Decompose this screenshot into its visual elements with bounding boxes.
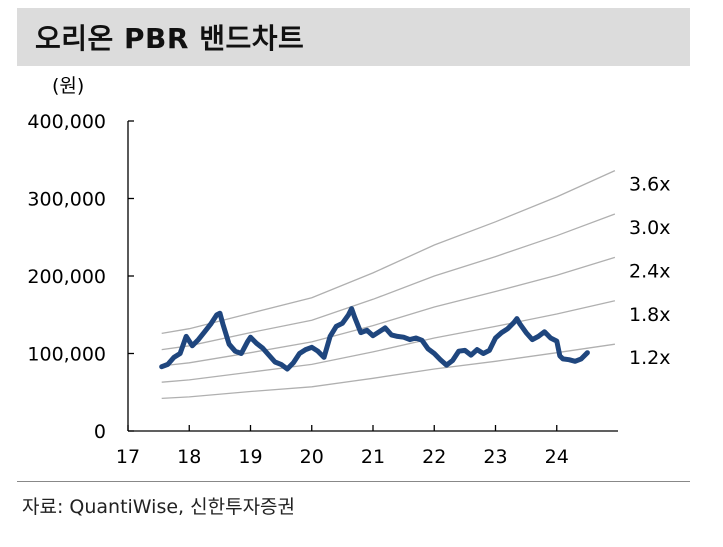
band-line-1.8x [161,300,616,383]
band-label-3.0x: 3.0x [629,217,670,239]
unit-label: (원) [52,75,84,97]
x-tick-label: 20 [300,446,324,468]
x-tick-label: 21 [361,446,385,468]
band-label-2.4x: 2.4x [629,260,670,282]
band-label-3.6x: 3.6x [629,174,670,196]
band-labels: 1.2x 1.8x 2.4x 3.0x 3.6x [629,174,670,370]
axes: 0 100,000 200,000 300,000 400,000 17 18 19 20 21 2… [27,111,618,468]
source-note: 자료: QuantiWise, 신한투자증권 [22,496,296,518]
band-label-1.8x: 1.8x [629,304,670,326]
y-tick-label: 200,000 [27,266,106,288]
x-tick-label: 19 [238,446,262,468]
band-lines [161,170,616,400]
x-tick-label: 17 [116,446,140,468]
band-line-3.6x [161,170,616,335]
price-series [159,306,590,372]
y-tick-label: 300,000 [27,189,106,211]
x-tick-label: 24 [545,446,569,468]
title-bar: 오리온 PBR 밴드차트 [17,8,690,66]
y-tick-label: 0 [94,421,106,443]
source-divider [17,481,690,482]
x-tick-label: 23 [483,446,507,468]
x-tick-label: 22 [422,446,446,468]
band-line-1.2x [161,343,615,400]
band-line-2.4x [161,256,616,367]
chart-title: 오리온 PBR 밴드차트 [35,22,305,55]
y-tick-label: 400,000 [27,111,106,133]
y-tick-label: 100,000 [27,344,106,366]
x-tick-label: 18 [177,446,201,468]
band-label-1.2x: 1.2x [629,347,670,369]
band-line-3.0x [161,213,616,351]
price-line [159,306,590,372]
